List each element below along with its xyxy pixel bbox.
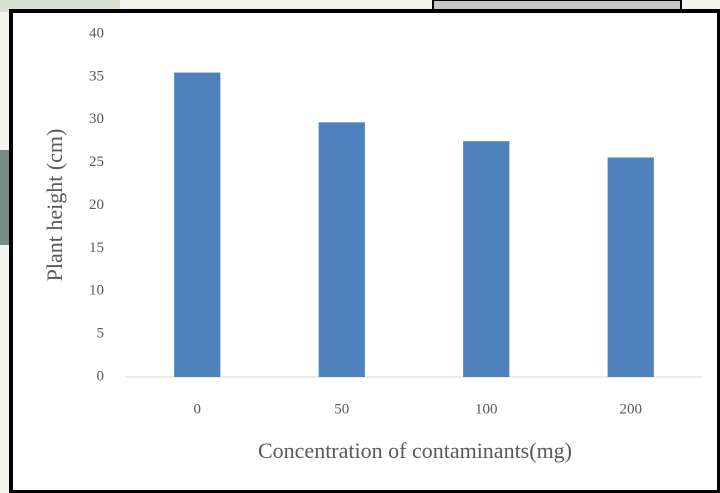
bar [318,122,365,377]
y-tick-label: 5 [97,326,105,342]
bar [463,141,510,377]
x-axis-title: Concentration of contaminants(mg) [258,438,572,463]
y-tick-label: 10 [89,283,104,299]
x-tick-label: 0 [194,401,202,417]
x-tick-label: 100 [475,401,498,417]
y-tick-label: 40 [89,25,104,41]
bar [174,72,221,378]
x-tick-label: 50 [334,401,349,417]
y-axis-title: Plant height (cm) [42,129,67,282]
x-tick-label: 200 [620,401,643,417]
y-tick-label: 25 [89,154,104,170]
y-tick-label: 0 [97,368,105,384]
y-tick-label: 15 [89,240,104,256]
y-tick-label: 30 [89,111,104,127]
y-tick-label: 35 [89,68,104,84]
chart-frame [9,9,720,493]
y-tick-label: 20 [89,197,104,213]
bar [607,157,654,377]
